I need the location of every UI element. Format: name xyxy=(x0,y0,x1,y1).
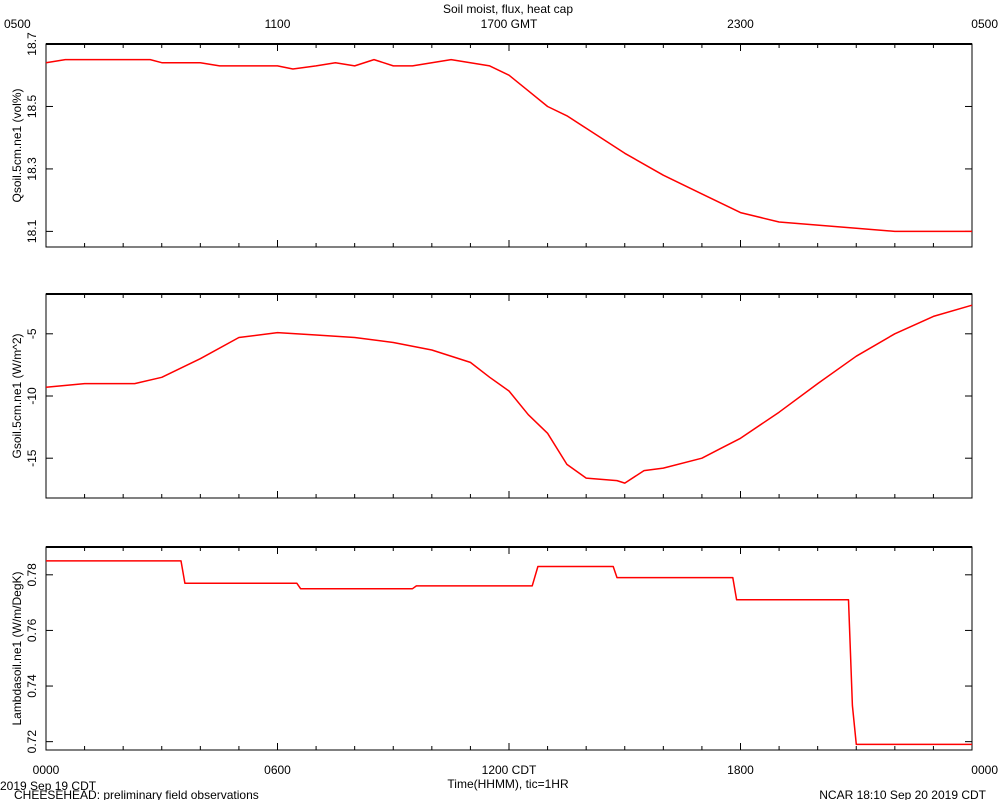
top-axis-tick-label: 0500 xyxy=(971,17,998,31)
y-tick-label: -10 xyxy=(25,387,39,405)
series-line xyxy=(45,304,973,484)
x-axis-label: Time(HHMM), tic=1HR xyxy=(447,777,569,791)
y-tick-label: 18.1 xyxy=(25,219,39,243)
series-line xyxy=(46,560,972,746)
plot-frame xyxy=(45,293,973,499)
y-tick-label: 0.74 xyxy=(25,674,39,698)
date-label: 2019 Sep 19 CDT xyxy=(0,779,97,793)
panel-1: 18.1 18.3 18.5 18.7 Qsoil.5cm.ne1 (vol%) xyxy=(10,32,973,248)
bottom-axis-tick-label: 0000 xyxy=(971,763,998,777)
plot-frame xyxy=(45,546,973,751)
bottom-axis-tick-label: 1200 CDT xyxy=(482,763,537,777)
y-tick-label: 0.78 xyxy=(25,563,39,587)
y-axis-label: Qsoil.5cm.ne1 (vol%) xyxy=(10,88,24,202)
y-tick-label: -15 xyxy=(25,449,39,467)
y-tick-label: 18.7 xyxy=(25,32,39,56)
footer-right: NCAR 18:10 Sep 20 2019 CDT xyxy=(819,788,986,800)
y-tick-label: 18.3 xyxy=(25,157,39,181)
top-axis-tick-label: 2300 xyxy=(727,17,754,31)
y-tick-label: 18.5 xyxy=(25,94,39,118)
y-tick-label: 0.76 xyxy=(25,618,39,642)
y-axis-label: Gsoil.5cm.ne1 (W/m^2) xyxy=(10,334,24,459)
bottom-axis-tick-label: 1800 xyxy=(727,763,754,777)
y-tick-label: -5 xyxy=(25,328,39,339)
footer-left: CHEESEHEAD: preliminary field observatio… xyxy=(14,788,259,800)
top-axis-tick-label: 1700 GMT xyxy=(481,17,538,31)
top-axis-tick-label: 0500 xyxy=(4,17,31,31)
series-line xyxy=(45,58,972,233)
chart-title: Soil moist, flux, heat cap xyxy=(443,2,573,16)
bottom-axis-tick-label: 0600 xyxy=(264,763,291,777)
y-tick-label: 0.72 xyxy=(25,730,39,754)
top-axis-tick-label: 1100 xyxy=(265,17,291,31)
bottom-axis-tick-label: 0000 xyxy=(33,763,60,777)
y-axis-label: Lambdasoil.ne1 (W/m/DegK) xyxy=(10,571,24,725)
